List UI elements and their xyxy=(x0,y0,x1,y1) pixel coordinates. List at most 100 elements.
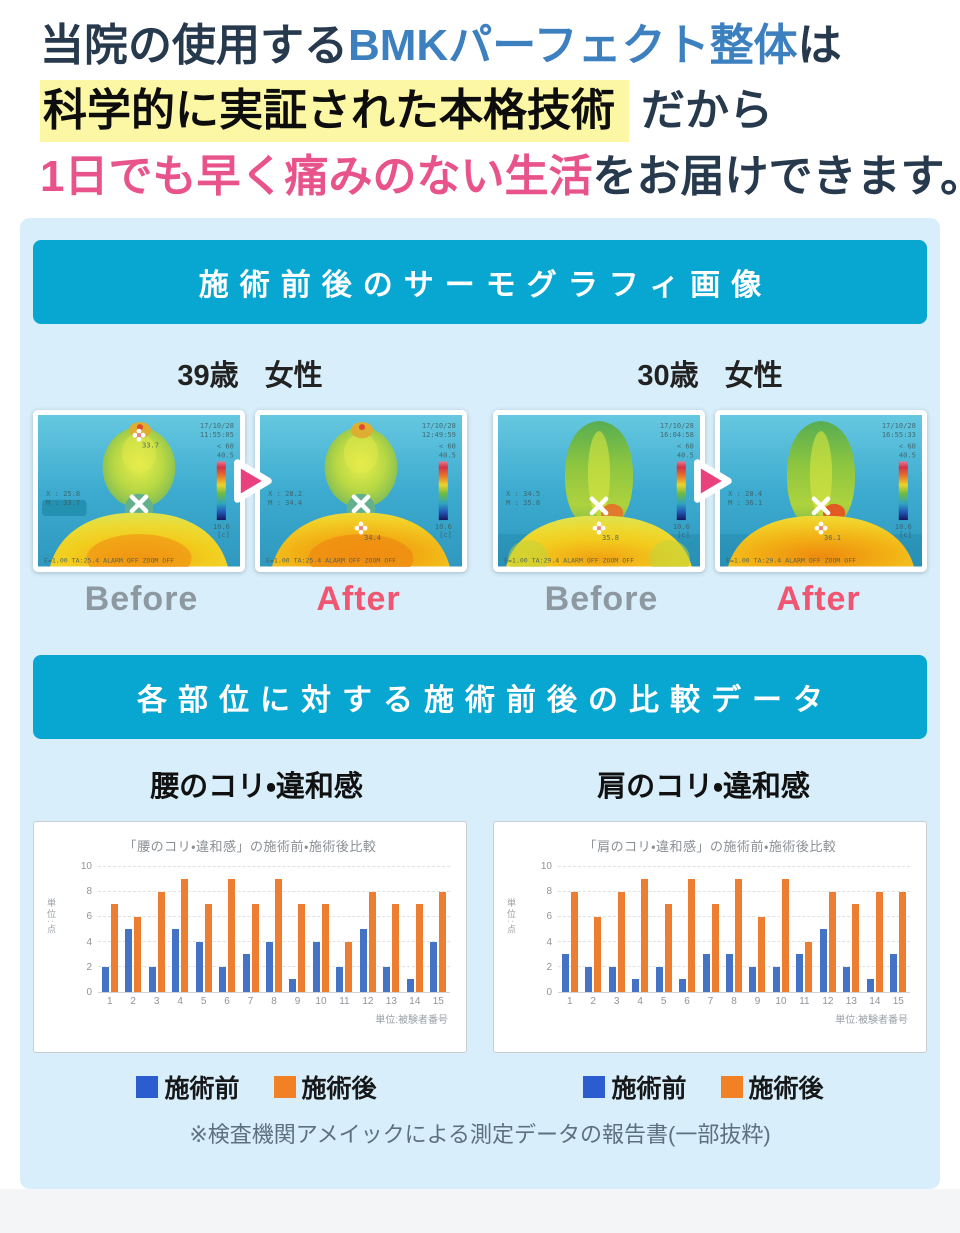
bar-after xyxy=(439,891,447,992)
x-tick-label: 10 xyxy=(775,995,787,1007)
bottom-background-strip xyxy=(0,1188,960,1233)
thermo-overlay-text: 17/10/28 xyxy=(200,422,234,431)
bar-group xyxy=(887,867,910,992)
x-tick-label: 5 xyxy=(200,995,207,1007)
y-tick-label: 2 xyxy=(546,961,552,973)
headline-accent-pink: 1日でも早く痛みのない生活 xyxy=(40,152,593,202)
x-axis-caption: 単位:被験者番号 xyxy=(375,1014,448,1026)
arrow-right-icon xyxy=(221,452,279,510)
x-tick-label: 4 xyxy=(177,995,183,1007)
bar-group xyxy=(333,867,356,992)
y-tick-label: 4 xyxy=(86,936,92,948)
bar-before xyxy=(585,966,593,992)
x-axis: 1 2 3 4 5 6 7 8 9 10 11 12 13 14 15 xyxy=(558,996,910,1007)
bar-after xyxy=(392,904,400,992)
charts-row: 「腰のコリ・違和感」の施術前・施術後比較 0 2 4 6 8 10 1 2 3 4 5 6 7 8 9 10… xyxy=(33,820,927,1053)
y-tick-label: 0 xyxy=(546,986,552,998)
bar-before xyxy=(406,979,414,992)
after-label: After xyxy=(316,579,401,618)
bar-group xyxy=(427,867,450,992)
bar-before xyxy=(608,966,616,992)
thermo-overlay-text: [c] xyxy=(217,531,230,540)
bar-before xyxy=(890,954,898,992)
bar-after xyxy=(157,891,165,992)
cursor-x-marker xyxy=(589,496,609,516)
thermo-overlay-text: 10.6 xyxy=(435,523,452,532)
x-tick-label: 4 xyxy=(637,995,643,1007)
legend-swatch-orange xyxy=(720,1075,743,1098)
subject-age: 39歳 xyxy=(177,360,239,393)
data-source-footnote: ※検査機関アメイックによる測定データの報告書(一部抜粋) xyxy=(189,1121,771,1147)
x-tick-label: 11 xyxy=(799,995,810,1007)
cursor-x-marker xyxy=(811,496,831,516)
thermo-overlay-text: 11:55:05 xyxy=(200,431,234,440)
y-axis-label: 単位:点 xyxy=(46,897,56,936)
bar-after xyxy=(664,904,672,992)
bar-before xyxy=(679,979,687,992)
temperature-scale-bar xyxy=(438,461,448,521)
thermo-overlay-text: 34.4 xyxy=(364,534,381,543)
before-after-labels: Before After xyxy=(493,580,927,619)
thermo-overlay-text: E=1.00 TA:25.4 ALARM OFF ZOOM OFF xyxy=(44,557,174,565)
thermo-overlay-text: E=1.00 TA:29.4 ALARM OFF ZOOM OFF xyxy=(726,557,856,565)
legend-swatch-orange xyxy=(273,1075,296,1098)
bar-after xyxy=(251,904,259,992)
x-axis: 1 2 3 4 5 6 7 8 9 10 11 12 13 14 15 xyxy=(98,996,450,1007)
legend-label: 施術後 xyxy=(748,1074,824,1103)
bar-group xyxy=(121,867,144,992)
headline-text: だから xyxy=(641,86,773,135)
thermo-overlay-text: < 60 xyxy=(217,442,234,451)
gridline xyxy=(558,915,910,917)
comparison-data-section-header: 各部位に対する施術前後の比較データ xyxy=(33,654,927,739)
bar-before xyxy=(749,966,757,992)
after-label: After xyxy=(776,579,861,618)
bar-after xyxy=(594,916,602,992)
thermography-pairs-row: 39歳 女性 33.7 17/10/28 11:55:05 < 60 40.5 10.6 [c… xyxy=(33,350,927,619)
headline-text: をお届けできます。 xyxy=(592,152,960,202)
x-tick-label: 13 xyxy=(845,995,857,1007)
bar-group xyxy=(581,867,604,992)
bar-group xyxy=(769,867,792,992)
bar-group xyxy=(192,867,215,992)
bar-after xyxy=(688,879,696,992)
gridline xyxy=(558,940,910,942)
gridline xyxy=(98,940,450,942)
x-tick-label: 13 xyxy=(385,995,397,1007)
bar-before xyxy=(561,954,569,992)
thermo-pair-2: 30歳 女性 35.8 17/10/28 16:04:58 < 60 40.5 10.6 [c… xyxy=(493,350,927,619)
bar-after xyxy=(134,916,142,992)
gridline xyxy=(98,965,450,967)
bar-after xyxy=(828,891,836,992)
legend-item-before: 施術前 xyxy=(583,1069,687,1105)
legend-item-after: 施術後 xyxy=(720,1069,824,1105)
bar-after xyxy=(228,879,236,992)
headline-text: 当院の使用する xyxy=(40,21,348,70)
bar-group xyxy=(98,867,121,992)
thermo-pair-1: 39歳 女性 33.7 17/10/28 11:55:05 < 60 40.5 10.6 [c… xyxy=(33,350,467,619)
bar-before xyxy=(289,979,297,992)
subject-age: 30歳 xyxy=(637,360,699,393)
bar-group xyxy=(628,867,651,992)
y-tick-label: 10 xyxy=(80,860,92,872)
bar-before xyxy=(312,941,320,992)
x-tick-label: 6 xyxy=(684,995,690,1007)
y-tick-label: 8 xyxy=(86,886,92,898)
bar-before xyxy=(866,979,874,992)
bar-before xyxy=(702,954,710,992)
bar-before xyxy=(336,966,344,992)
bar-group xyxy=(356,867,379,992)
legend-label: 施術前 xyxy=(611,1074,687,1103)
spot-marker xyxy=(814,522,828,535)
bar-before xyxy=(101,966,109,992)
bar-group xyxy=(652,867,675,992)
bar-group xyxy=(863,867,886,992)
bar-after xyxy=(181,879,189,992)
thermo-overlay-text: 17/10/28 xyxy=(882,422,916,431)
content-panel: 施術前後のサーモグラフィ画像 39歳 女性 33.7 17/10/28 11:55:0… xyxy=(20,218,940,1189)
bar-before xyxy=(655,966,663,992)
thermo-overlay-text: 35.8 xyxy=(602,534,619,543)
x-tick-label: 7 xyxy=(247,995,254,1007)
x-tick-label: 3 xyxy=(153,995,160,1007)
x-tick-label: 2 xyxy=(130,995,136,1007)
